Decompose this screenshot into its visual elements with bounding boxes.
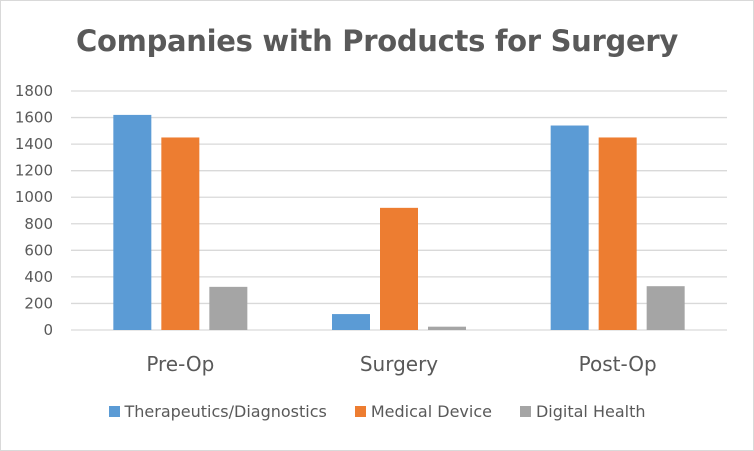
y-tick-label: 800 bbox=[24, 215, 53, 233]
x-tick-label: Post-Op bbox=[579, 352, 657, 376]
y-tick-label: 1000 bbox=[15, 188, 53, 206]
y-tick-label: 1800 bbox=[15, 82, 53, 100]
y-tick-label: 0 bbox=[43, 321, 53, 339]
x-tick-label: Surgery bbox=[360, 352, 438, 376]
bar-medical-device-post-op bbox=[598, 137, 637, 330]
legend-item-medical-device[interactable]: Medical Device bbox=[354, 402, 492, 421]
legend-swatch bbox=[519, 406, 531, 417]
y-tick-label: 1600 bbox=[15, 109, 53, 127]
y-tick-label: 400 bbox=[24, 268, 53, 286]
legend-item-therapeutics[interactable]: Therapeutics/Diagnostics bbox=[108, 402, 327, 421]
y-tick-label: 200 bbox=[24, 294, 53, 312]
y-tick-label: 600 bbox=[24, 241, 53, 259]
y-tick-label: 1200 bbox=[15, 162, 53, 180]
legend-label: Therapeutics/Diagnostics bbox=[124, 402, 327, 421]
legend-label: Digital Health bbox=[535, 402, 646, 421]
bar-digital-health-pre-op bbox=[209, 286, 248, 330]
legend-item-digital-health[interactable]: Digital Health bbox=[519, 402, 646, 421]
legend-swatch bbox=[108, 406, 120, 417]
legend-label: Medical Device bbox=[370, 402, 492, 421]
y-tick-label: 1400 bbox=[15, 135, 53, 153]
bar-medical-device-pre-op bbox=[161, 137, 200, 330]
bar-medical-device-surgery bbox=[380, 207, 418, 330]
legend-swatch bbox=[354, 406, 366, 417]
legend: Therapeutics/Diagnostics Medical Device … bbox=[0, 402, 754, 421]
bar-digital-health-post-op bbox=[646, 286, 685, 330]
chart-title: Companies with Products for Surgery bbox=[76, 24, 678, 58]
bar-therapeutics-diagnostics-post-op bbox=[550, 125, 589, 331]
bar-therapeutics-diagnostics-pre-op bbox=[113, 114, 152, 331]
bar-digital-health-surgery bbox=[428, 326, 466, 330]
bar-therapeutics-diagnostics-surgery bbox=[332, 314, 370, 330]
x-tick-label: Pre-Op bbox=[146, 352, 214, 376]
